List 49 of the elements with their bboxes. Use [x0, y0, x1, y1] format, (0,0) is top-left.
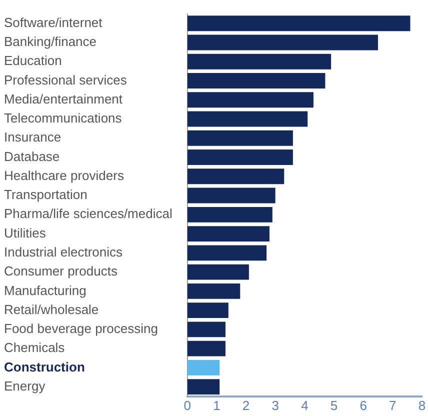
y-tick-label: Utilities: [4, 225, 46, 240]
y-tick-label: Insurance: [4, 130, 62, 145]
x-tick-label: 3: [272, 398, 279, 413]
bar: [187, 302, 228, 318]
y-tick-label: Software/internet: [4, 14, 103, 30]
bar: [187, 111, 308, 127]
y-tick-label: Healthcare providers: [4, 168, 124, 183]
x-tick-label: 8: [418, 398, 426, 413]
bar: [187, 264, 249, 280]
x-tick-label: 0: [184, 398, 191, 413]
y-tick-label: Transportation: [4, 187, 88, 202]
bar: [187, 73, 326, 88]
x-tick-label: 1: [213, 398, 220, 413]
y-tick-label: Retail/wholesale: [4, 302, 99, 317]
bar: [187, 379, 220, 395]
bar: [187, 54, 332, 70]
x-tick-label: 5: [330, 398, 338, 413]
bar: [187, 283, 240, 299]
y-tick-label: Banking/finance: [4, 34, 97, 50]
y-tick-label: Chemicals: [4, 340, 66, 356]
bar: [187, 168, 284, 184]
y-tick-label: Professional services: [4, 72, 128, 88]
bar: [187, 206, 272, 222]
bar: [187, 226, 270, 242]
bar: [187, 188, 276, 204]
bar: [187, 150, 293, 165]
bar: [187, 16, 410, 32]
bar: [187, 245, 267, 261]
y-tick-label: Food beverage processing: [4, 321, 158, 336]
x-tick-label: 4: [301, 398, 308, 413]
y-tick-label: Construction: [4, 359, 85, 374]
x-tick-label: 6: [360, 398, 367, 413]
bar: [187, 322, 226, 338]
y-tick-label: Media/entertainment: [4, 91, 123, 106]
y-tick-label: Consumer products: [4, 264, 118, 279]
y-tick-label: Database: [4, 148, 60, 164]
x-tick-label: 7: [389, 398, 396, 413]
bar: [187, 340, 226, 356]
bar: [187, 92, 314, 108]
bar: [187, 360, 220, 376]
x-tick-label: 2: [242, 398, 250, 413]
bar: [187, 34, 378, 50]
bar: [187, 130, 293, 146]
y-tick-label: Energy: [4, 378, 46, 394]
y-tick-label: Industrial electronics: [4, 244, 123, 260]
y-tick-label: Manufacturing: [4, 282, 86, 298]
y-tick-label: Pharma/life sciences/medical: [4, 206, 172, 222]
y-tick-label: Telecommunications: [4, 110, 122, 126]
y-tick-label: Education: [4, 53, 62, 68]
